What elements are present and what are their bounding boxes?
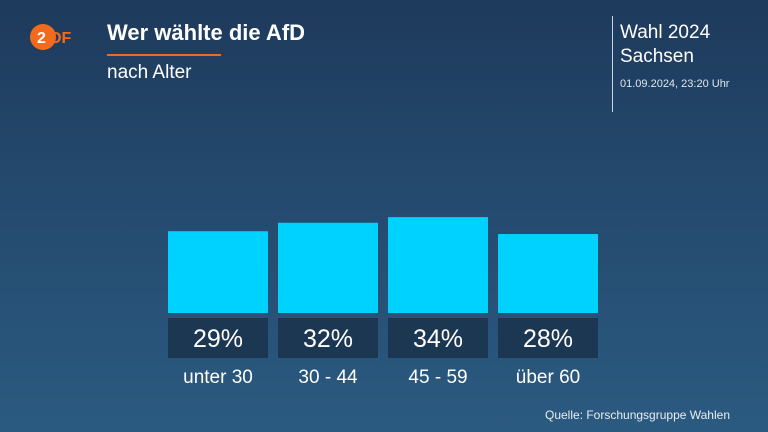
- value-label-3: 34%: [413, 325, 463, 353]
- svg-text:2: 2: [37, 30, 46, 47]
- category-label-3: 45 - 59: [408, 367, 467, 388]
- source-note: Quelle: Forschungsgruppe Wahlen: [545, 408, 730, 422]
- region-label: Sachsen: [620, 46, 694, 67]
- election-label: Wahl 2024: [620, 22, 711, 43]
- value-label-1: 29%: [193, 325, 243, 353]
- chart-subtitle: nach Alter: [107, 62, 192, 83]
- value-label-box-1: [168, 318, 268, 358]
- category-label-1: unter 30: [183, 367, 253, 388]
- value-label-4: 28%: [523, 325, 573, 353]
- category-label-4: über 60: [516, 367, 580, 388]
- timestamp: 01.09.2024, 23:20 Uhr: [620, 78, 730, 90]
- svg-text:DF: DF: [50, 30, 72, 47]
- value-label-box-4: [498, 318, 598, 358]
- chart-title: Wer wählte die AfD: [107, 20, 306, 45]
- zdf-logo-icon: 2 DF: [30, 24, 72, 50]
- category-label-2: 30 - 44: [298, 367, 358, 388]
- value-label-box-2: [278, 318, 378, 358]
- bar-4: [498, 234, 598, 313]
- value-label-2: 32%: [303, 325, 353, 353]
- bar-3: [388, 217, 488, 313]
- value-label-box-3: [388, 318, 488, 358]
- header-divider: [612, 16, 613, 112]
- bar-2: [278, 222, 378, 313]
- bar-1: [168, 231, 268, 313]
- title-underline: [107, 54, 221, 56]
